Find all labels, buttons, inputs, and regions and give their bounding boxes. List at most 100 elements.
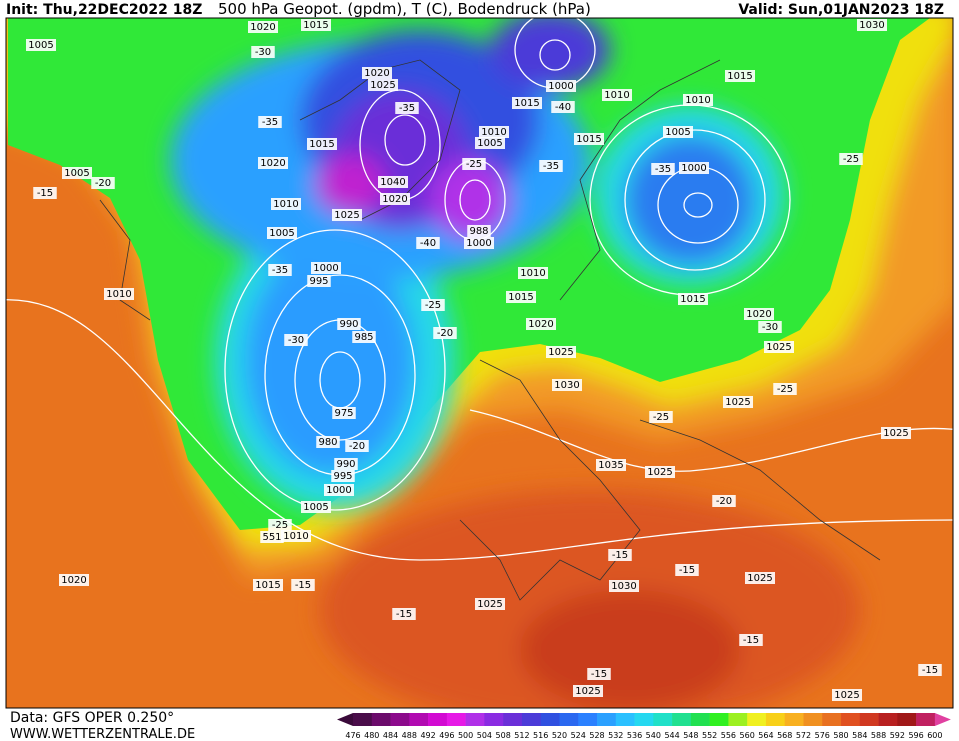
temperature-label: -35 — [655, 164, 671, 175]
isobar-label: 995 — [333, 471, 352, 482]
colorbar-label: 520 — [552, 731, 567, 740]
label-box — [462, 158, 486, 170]
temperature-label: -35 — [543, 161, 559, 172]
isobar-label: 1000 — [466, 238, 491, 249]
label-box — [352, 331, 376, 343]
colorbar-cell — [503, 713, 523, 726]
isobar-label: 1010 — [604, 90, 629, 101]
label-box — [253, 579, 283, 591]
map-frame — [5, 17, 954, 709]
colorbar-cell — [615, 713, 635, 726]
colorbar-label: 580 — [833, 731, 848, 740]
valid-time: Valid: Sun,01JAN2023 18Z — [738, 2, 944, 18]
isobar-label: 1010 — [273, 199, 298, 210]
label-box — [433, 327, 457, 339]
colorbar-label: 532 — [608, 731, 623, 740]
label-box — [651, 163, 675, 175]
temperature-label: -20 — [95, 178, 111, 189]
isobar-label: 1025 — [725, 397, 750, 408]
isobar-label: 1040 — [380, 177, 405, 188]
colorbar-cell — [390, 713, 410, 726]
isobar-label: 1025 — [834, 690, 859, 701]
label-box — [395, 102, 419, 114]
colorbar-label: 512 — [514, 731, 529, 740]
label-box — [839, 153, 863, 165]
colorbar-cell — [897, 713, 917, 726]
label-box — [307, 275, 331, 287]
isobar-label: 1015 — [309, 139, 334, 150]
colorbar-cell — [446, 713, 466, 726]
label-box — [26, 39, 56, 51]
temperature-label: -40 — [420, 238, 436, 249]
isobar-label: 1005 — [28, 40, 53, 51]
temperature-label: -25 — [272, 520, 288, 531]
isobar-label: 975 — [334, 408, 353, 419]
label-box — [518, 267, 548, 279]
label-box — [301, 19, 331, 31]
colorbar-cell — [841, 713, 861, 726]
temperature-label: -20 — [437, 328, 453, 339]
isobar-label: 1020 — [528, 319, 553, 330]
isobar-label: 980 — [318, 437, 337, 448]
label-box — [573, 685, 603, 697]
isobar-label: 1025 — [647, 467, 672, 478]
label-box — [284, 334, 308, 346]
label-box — [596, 459, 626, 471]
colorbar-label: 552 — [702, 731, 717, 740]
label-box — [744, 308, 774, 320]
isobar-label: 1015 — [680, 294, 705, 305]
colorbar-cell — [878, 713, 898, 726]
colorbar-label: 592 — [890, 731, 905, 740]
colorbar-cell — [803, 713, 823, 726]
isobar-label: 1015 — [303, 20, 328, 31]
isobar-label: 1015 — [255, 580, 280, 591]
colorbar-cell — [690, 713, 710, 726]
temperature-label: -25 — [843, 154, 859, 165]
colorbar-label: 540 — [646, 731, 661, 740]
colorbar-cell — [353, 713, 373, 726]
isobar-label: 1025 — [477, 599, 502, 610]
colorbar-label: 576 — [815, 731, 830, 740]
label-box — [918, 664, 942, 676]
colorbar-cell — [822, 713, 842, 726]
colorbar-label: 480 — [364, 731, 379, 740]
label-box — [307, 138, 337, 150]
label-box — [248, 21, 278, 33]
colorbar-label: 596 — [908, 731, 923, 740]
colorbar-cell — [521, 713, 541, 726]
label-box — [331, 470, 355, 482]
isobar-label: 1010 — [106, 289, 131, 300]
label-box — [683, 94, 713, 106]
colorbar-label: 572 — [796, 731, 811, 740]
colorbar-label: 508 — [496, 731, 511, 740]
isobar-label: 990 — [336, 459, 355, 470]
label-box — [258, 116, 282, 128]
label-box — [832, 689, 862, 701]
temperature-label: -35 — [272, 265, 288, 276]
colorbar-label: 496 — [439, 731, 454, 740]
isobar-label: 1025 — [883, 428, 908, 439]
label-box — [62, 167, 92, 179]
isobar-label: 1015 — [576, 134, 601, 145]
isobar-label: 1005 — [303, 502, 328, 513]
isobar-label: 1030 — [611, 581, 636, 592]
label-box — [416, 237, 440, 249]
colorbar-label: 560 — [740, 731, 755, 740]
label-box — [258, 157, 288, 169]
label-box — [758, 321, 782, 333]
label-box — [267, 227, 297, 239]
colorbar-cell — [747, 713, 767, 726]
temperature-label: -35 — [399, 103, 415, 114]
isobar-label: 990 — [339, 319, 358, 330]
label-box — [332, 407, 356, 419]
isobar-label: 1020 — [250, 22, 275, 33]
label-box — [609, 580, 639, 592]
label-box — [59, 574, 89, 586]
label-box — [33, 187, 57, 199]
colorbar-cell — [916, 713, 936, 726]
label-box — [368, 79, 398, 91]
website: WWW.WETTERZENTRALE.DE — [10, 727, 195, 741]
label-box — [546, 346, 576, 358]
